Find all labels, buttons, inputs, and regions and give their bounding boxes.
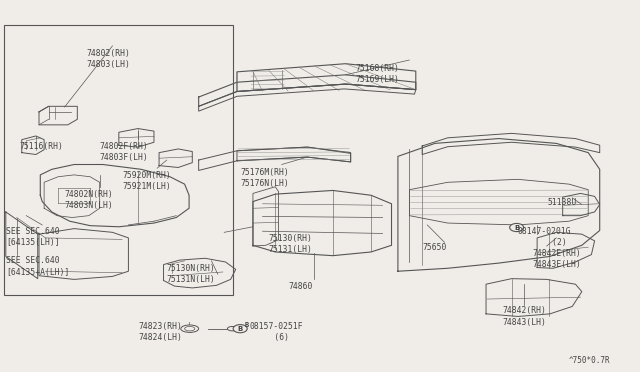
Polygon shape [253, 187, 278, 246]
Text: B: B [237, 326, 243, 332]
Text: 74842(RH)
74843(LH): 74842(RH) 74843(LH) [502, 307, 546, 327]
Polygon shape [22, 136, 44, 154]
Text: 75116(RH): 75116(RH) [20, 141, 64, 151]
Text: 75650: 75650 [422, 243, 447, 253]
Polygon shape [398, 138, 600, 271]
Text: 74802F(RH)
74803F(LH): 74802F(RH) 74803F(LH) [100, 141, 148, 161]
Polygon shape [237, 64, 416, 92]
Polygon shape [39, 106, 77, 125]
Text: 75130(RH)
75131(LH): 75130(RH) 75131(LH) [269, 234, 313, 254]
Circle shape [509, 224, 524, 232]
Polygon shape [6, 212, 38, 279]
Ellipse shape [180, 325, 198, 333]
Ellipse shape [184, 327, 195, 331]
Circle shape [233, 325, 247, 333]
Polygon shape [198, 75, 416, 106]
Polygon shape [410, 179, 588, 225]
Polygon shape [44, 175, 100, 218]
Polygon shape [563, 193, 600, 216]
Polygon shape [537, 232, 595, 268]
Polygon shape [198, 84, 416, 111]
Polygon shape [40, 164, 189, 227]
Text: 74802(RH)
74803(LH): 74802(RH) 74803(LH) [87, 49, 131, 69]
Text: SEE SEC.640
[64135(LH)]: SEE SEC.640 [64135(LH)] [6, 227, 60, 247]
Text: 75168(RH)
75169(LH): 75168(RH) 75169(LH) [355, 64, 399, 84]
Text: 51138U: 51138U [547, 198, 577, 207]
Polygon shape [159, 149, 192, 167]
Polygon shape [198, 147, 351, 170]
Polygon shape [164, 258, 236, 288]
Text: B: B [514, 225, 519, 231]
Bar [4, 25, 232, 295]
Text: 75920M(RH)
75921M(LH): 75920M(RH) 75921M(LH) [122, 171, 171, 191]
Text: 74860: 74860 [288, 282, 312, 291]
Text: 08157-0251F
     (6): 08157-0251F (6) [250, 323, 303, 343]
Text: 74823(RH)
74824(LH): 74823(RH) 74824(LH) [138, 323, 182, 343]
Polygon shape [119, 129, 154, 147]
Text: 74842E(RH)
74843E(LH): 74842E(RH) 74843E(LH) [532, 249, 581, 269]
Text: ^750*0.7R: ^750*0.7R [569, 356, 611, 365]
Polygon shape [253, 190, 392, 256]
Text: 75130N(RH)
75131N(LH): 75130N(RH) 75131N(LH) [167, 264, 216, 284]
Polygon shape [486, 279, 582, 317]
Text: SEE SEC.640
[64135+A(LH)]: SEE SEC.640 [64135+A(LH)] [6, 256, 69, 276]
Text: 75176M(RH)
75176N(LH): 75176M(RH) 75176N(LH) [240, 168, 289, 188]
Ellipse shape [227, 327, 237, 331]
Polygon shape [237, 147, 351, 162]
Polygon shape [422, 134, 600, 154]
Text: B: B [244, 323, 249, 328]
Text: 74802N(RH)
74803N(LH): 74802N(RH) 74803N(LH) [65, 190, 113, 210]
Polygon shape [39, 229, 129, 279]
Text: 08147-0201G
       (2): 08147-0201G (2) [518, 227, 572, 247]
